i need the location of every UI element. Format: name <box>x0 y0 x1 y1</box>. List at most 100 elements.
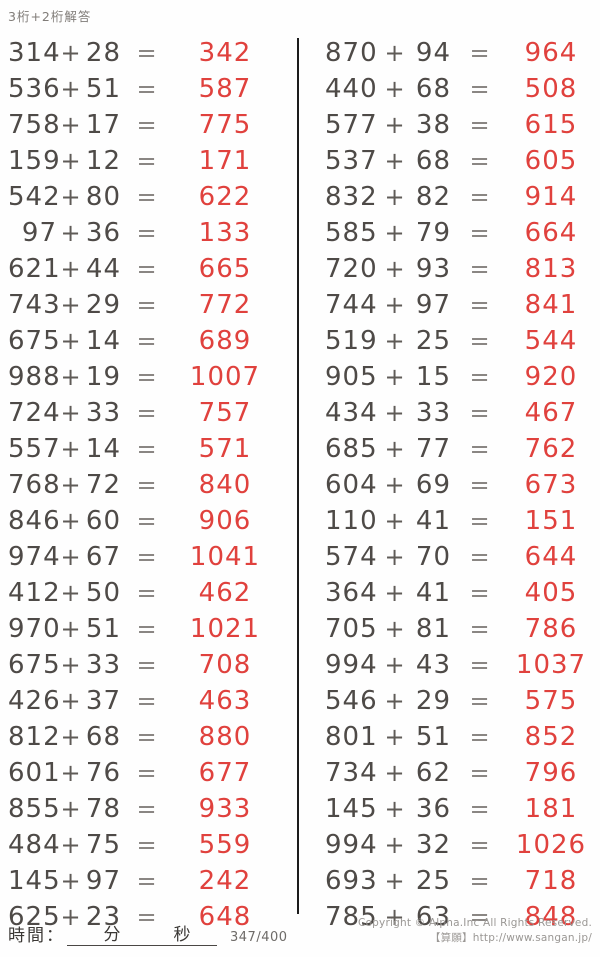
equals-sign: = <box>136 759 158 787</box>
answer: 718 <box>524 866 578 896</box>
plus-sign: + <box>384 507 406 535</box>
operand-2: 51 <box>85 614 121 644</box>
equals-sign: = <box>469 39 491 67</box>
answer: 677 <box>198 758 252 788</box>
answer: 559 <box>198 830 252 860</box>
copyright-line-1: Copyright © Alpha.Inc All Rights Reserve… <box>358 917 592 929</box>
problem-row: 832 + 82 = 914 <box>325 179 600 215</box>
minutes-label: 分 <box>103 925 121 945</box>
equals-sign: = <box>469 471 491 499</box>
answer: 575 <box>524 686 578 716</box>
equals-sign: = <box>136 219 158 247</box>
equals-sign: = <box>469 327 491 355</box>
equals-sign: = <box>136 471 158 499</box>
operand-2: 23 <box>85 902 121 932</box>
equals-sign: = <box>469 291 491 319</box>
answer: 462 <box>198 578 252 608</box>
problem-row: 734 + 62 = 796 <box>325 755 600 791</box>
operand-1: 440 <box>325 74 378 104</box>
problem-row: 585 + 79 = 664 <box>325 215 600 251</box>
equals-sign: = <box>469 363 491 391</box>
equals-sign: = <box>136 435 158 463</box>
plus-sign: + <box>60 759 82 787</box>
equals-sign: = <box>136 327 158 355</box>
equals-sign: = <box>136 75 158 103</box>
problem-row: 743 + 29 = 772 <box>8 287 297 323</box>
plus-sign: + <box>384 579 406 607</box>
operand-1: 412 <box>8 578 61 608</box>
operand-2: 38 <box>415 110 451 140</box>
plus-sign: + <box>60 651 82 679</box>
operand-1: 585 <box>325 218 378 248</box>
operand-2: 78 <box>85 794 121 824</box>
plus-sign: + <box>60 543 82 571</box>
operand-1: 994 <box>325 830 378 860</box>
answer: 813 <box>524 254 578 284</box>
plus-sign: + <box>384 183 406 211</box>
seconds-label: 秒 <box>173 925 191 945</box>
answer: 964 <box>524 38 578 68</box>
problem-row: 426 + 37 = 463 <box>8 683 297 719</box>
answer: 605 <box>524 146 578 176</box>
operand-2: 63 <box>415 902 451 932</box>
problems-area: 314 + 28 = 342 536 + 51 = 587 758 + 17 =… <box>0 35 600 935</box>
equals-sign: = <box>469 867 491 895</box>
problem-row: 577 + 38 = 615 <box>325 107 600 143</box>
problem-row: 970 + 51 = 1021 <box>8 611 297 647</box>
plus-sign: + <box>60 831 82 859</box>
problem-row: 440 + 68 = 508 <box>325 71 600 107</box>
answer: 644 <box>524 542 578 572</box>
equals-sign: = <box>469 687 491 715</box>
operand-1: 758 <box>8 110 61 140</box>
operand-2: 81 <box>415 614 451 644</box>
problem-row: 412 + 50 = 462 <box>8 575 297 611</box>
equals-sign: = <box>136 831 158 859</box>
plus-sign: + <box>384 795 406 823</box>
operand-2: 67 <box>85 542 121 572</box>
equals-sign: = <box>469 507 491 535</box>
operand-2: 33 <box>85 398 121 428</box>
answer: 906 <box>198 506 252 536</box>
operand-1: 705 <box>325 614 378 644</box>
plus-sign: + <box>60 795 82 823</box>
operand-1: 426 <box>8 686 61 716</box>
problem-row: 768 + 72 = 840 <box>8 467 297 503</box>
operand-2: 33 <box>415 398 451 428</box>
answer: 1007 <box>189 362 261 392</box>
plus-sign: + <box>384 651 406 679</box>
plus-sign: + <box>384 903 406 931</box>
equals-sign: = <box>136 579 158 607</box>
equals-sign: = <box>469 75 491 103</box>
answer: 1021 <box>189 614 261 644</box>
answer: 775 <box>198 110 252 140</box>
answer: 708 <box>198 650 252 680</box>
copyright-line-2: 【算願】http://www.sangan.jp/ <box>429 932 592 944</box>
operand-1: 785 <box>325 902 378 932</box>
operand-1: 537 <box>325 146 378 176</box>
operand-1: 768 <box>8 470 61 500</box>
problem-row: 537 + 68 = 605 <box>325 143 600 179</box>
operand-1: 364 <box>325 578 378 608</box>
plus-sign: + <box>60 471 82 499</box>
operand-2: 17 <box>85 110 121 140</box>
problem-row: 601 + 76 = 677 <box>8 755 297 791</box>
operand-2: 69 <box>415 470 451 500</box>
equals-sign: = <box>469 831 491 859</box>
equals-sign: = <box>136 507 158 535</box>
equals-sign: = <box>136 723 158 751</box>
operand-1: 685 <box>325 434 378 464</box>
time-label: 時間： <box>8 926 65 946</box>
equals-sign: = <box>469 615 491 643</box>
operand-1: 801 <box>325 722 378 752</box>
operand-1: 994 <box>325 650 378 680</box>
equals-sign: = <box>136 615 158 643</box>
problems-left-column: 314 + 28 = 342 536 + 51 = 587 758 + 17 =… <box>0 35 297 935</box>
equals-sign: = <box>469 651 491 679</box>
problem-row: 159 + 12 = 171 <box>8 143 297 179</box>
operand-1: 557 <box>8 434 61 464</box>
problem-row: 542 + 80 = 622 <box>8 179 297 215</box>
operand-1: 145 <box>8 866 61 896</box>
plus-sign: + <box>384 867 406 895</box>
operand-1: 846 <box>8 506 61 536</box>
problem-row: 846 + 60 = 906 <box>8 503 297 539</box>
